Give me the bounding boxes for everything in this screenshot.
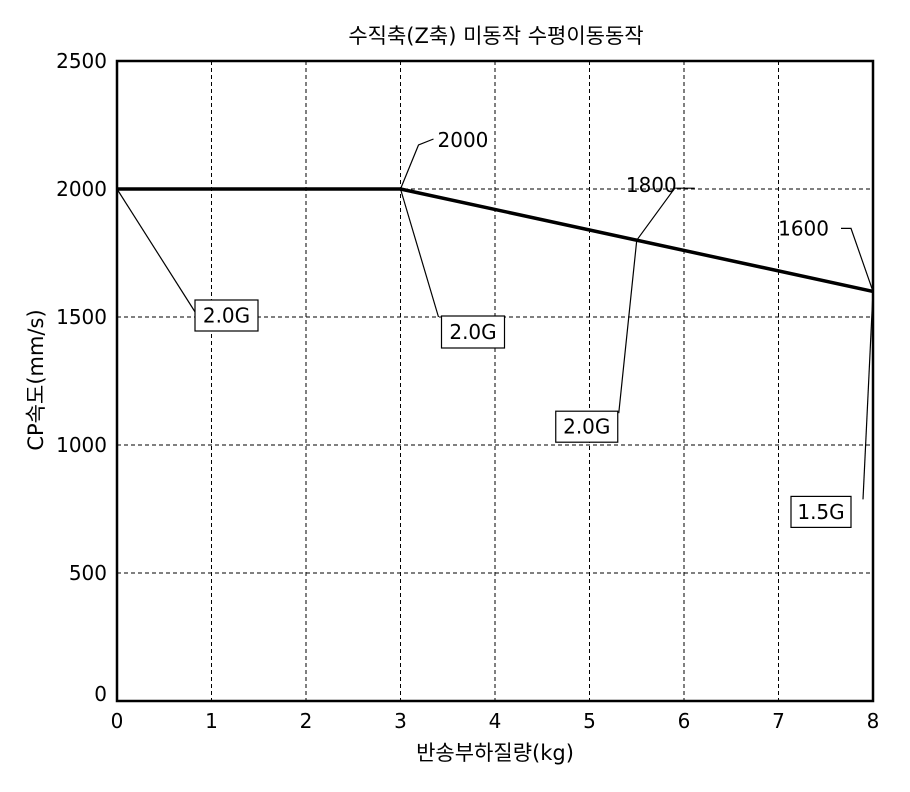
accel-label: 2.0G (563, 415, 610, 439)
accel-leader-line (399, 188, 440, 318)
accel-label: 1.5G (797, 500, 844, 524)
x-tick-label: 0 (111, 709, 124, 733)
value-leader-line (841, 227, 874, 292)
value-label: 1600 (778, 216, 829, 240)
y-axis-label: CP속도(mm/s) (24, 309, 48, 450)
x-tick-label: 4 (489, 709, 502, 733)
y-tick-label: 500 (69, 561, 107, 585)
y-tick-label: 2000 (56, 177, 107, 201)
accel-label-box (440, 315, 506, 349)
x-axis-label: 반송부하질량(kg) (416, 741, 574, 765)
x-tick-label: 1 (205, 709, 218, 733)
accel-label-box (194, 299, 259, 332)
x-tick-label: 5 (583, 709, 596, 733)
accel-leader-line (618, 240, 638, 414)
y-tick-label: 0 (94, 682, 107, 706)
accel-label: 2.0G (203, 304, 250, 328)
x-tick-label: 8 (867, 709, 880, 733)
tick-labels: 0 1 2 3 4 5 6 7 8 0 500 1000 1500 2000 2500 (56, 49, 879, 733)
value-leader-line (636, 187, 695, 241)
value-label: 1800 (626, 173, 677, 197)
x-tick-label: 6 (678, 709, 691, 733)
chart-title: 수직축(Z축) 미동작 수평이동동작 (348, 24, 643, 48)
y-tick-label: 1000 (56, 433, 107, 457)
value-label: 2000 (438, 128, 489, 152)
value-leader-line (399, 138, 434, 190)
annotation-layer: 2000 1800 1600 2.0G 2.0G 2.0G 1.5G (116, 128, 874, 528)
accel-label-box (790, 495, 852, 528)
grid (117, 61, 873, 701)
y-tick-label: 1500 (56, 305, 107, 329)
plot-frame (115, 59, 875, 703)
x-tick-label: 2 (300, 709, 313, 733)
accel-leader-line (116, 188, 198, 316)
x-tick-label: 3 (394, 709, 407, 733)
x-tick-label: 7 (772, 709, 785, 733)
y-tick-label: 2500 (56, 49, 107, 73)
accel-leader-line (862, 291, 874, 500)
accel-label-box (555, 410, 619, 443)
accel-label: 2.0G (449, 320, 496, 344)
